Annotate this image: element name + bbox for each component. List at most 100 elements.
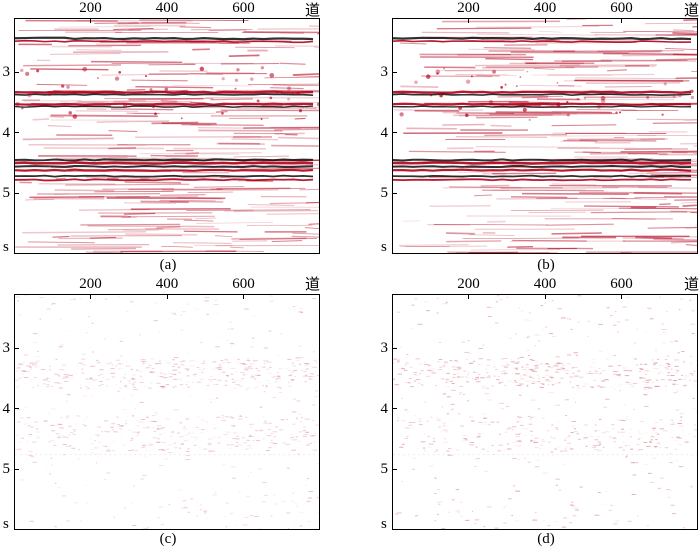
residual-noise <box>70 299 75 301</box>
residual-noise <box>123 377 126 379</box>
residual-noise <box>555 356 560 358</box>
residual-noise <box>87 326 90 328</box>
residual-noise <box>415 379 421 381</box>
residual-noise <box>81 358 86 360</box>
amplitude-spot <box>234 87 237 90</box>
residual-noise <box>46 377 49 379</box>
residual-noise <box>678 309 681 311</box>
residual-noise <box>457 510 461 512</box>
reflection-segment <box>181 124 264 126</box>
residual-noise <box>295 359 300 361</box>
reflection-segment <box>229 246 244 249</box>
residual-noise <box>217 367 222 369</box>
residual-noise <box>85 332 88 334</box>
residual-noise <box>647 472 652 474</box>
residual-noise <box>441 378 445 380</box>
reflection-segment <box>551 110 610 113</box>
residual-noise <box>510 361 515 363</box>
residual-noise <box>111 450 116 452</box>
residual-noise <box>514 381 518 383</box>
residual-noise <box>131 374 137 376</box>
residual-noise <box>682 527 685 529</box>
residual-noise <box>160 523 164 525</box>
residual-noise <box>671 437 673 439</box>
amplitude-spot <box>526 70 529 73</box>
residual-noise <box>478 421 483 423</box>
residual-noise <box>521 366 524 368</box>
residual-noise <box>638 438 640 440</box>
y-tick-label: 5 <box>2 185 11 202</box>
residual-noise <box>598 350 603 352</box>
reflection-segment <box>123 202 176 204</box>
residual-noise <box>434 493 437 494</box>
residual-noise <box>469 362 474 364</box>
residual-noise <box>87 387 90 389</box>
residual-noise <box>520 378 524 380</box>
residual-noise <box>639 377 642 379</box>
reflection-segment <box>239 167 319 170</box>
residual-noise <box>442 422 447 424</box>
residual-noise <box>594 370 598 372</box>
residual-noise <box>575 354 578 356</box>
residual-noise <box>634 342 636 344</box>
residual-noise <box>185 384 188 386</box>
residual-noise <box>196 309 199 311</box>
amplitude-spot <box>118 70 122 74</box>
residual-noise <box>403 367 405 369</box>
residual-noise <box>288 438 293 440</box>
residual-noise <box>258 430 263 432</box>
residual-noise <box>453 369 457 371</box>
residual-noise <box>598 323 604 325</box>
residual-noise <box>241 378 245 380</box>
reflection-segment <box>635 236 673 239</box>
residual-noise <box>522 427 528 429</box>
residual-noise <box>524 366 529 368</box>
residual-noise <box>436 489 440 491</box>
strong-reflector <box>393 105 692 108</box>
residual-noise <box>510 359 513 361</box>
residual-noise <box>33 362 38 364</box>
residual-noise <box>208 378 211 380</box>
residual-noise <box>481 386 486 388</box>
residual-noise <box>100 373 103 375</box>
residual-noise <box>516 421 520 423</box>
residual-noise <box>567 442 572 444</box>
residual-noise <box>519 394 522 396</box>
residual-noise <box>278 392 283 394</box>
residual-noise <box>268 330 272 332</box>
residual-noise <box>470 420 475 422</box>
residual-noise <box>253 387 256 389</box>
residual-noise <box>484 393 490 395</box>
reflection-segment <box>140 177 231 179</box>
residual-noise <box>161 441 166 443</box>
residual-noise <box>414 298 418 300</box>
reflection-segment <box>128 97 204 101</box>
reflection-segment <box>566 65 656 68</box>
residual-noise <box>120 425 125 427</box>
residual-noise <box>443 364 446 366</box>
residual-noise <box>528 368 533 370</box>
residual-noise <box>252 315 256 317</box>
residual-noise <box>501 358 503 360</box>
residual-noise <box>515 436 521 438</box>
residual-noise <box>235 379 239 381</box>
residual-noise <box>557 308 562 310</box>
residual-noise <box>555 427 558 429</box>
residual-noise <box>550 436 553 438</box>
residual-noise <box>445 379 449 381</box>
residual-noise <box>224 380 228 382</box>
residual-noise <box>488 375 491 377</box>
residual-noise <box>32 333 38 335</box>
residual-noise <box>503 507 506 509</box>
residual-noise <box>674 340 679 342</box>
amplitude-spot <box>180 117 183 120</box>
residual-noise <box>306 375 312 377</box>
residual-noise <box>449 419 451 421</box>
reflection-segment <box>272 84 319 87</box>
strong-reflector <box>15 36 314 41</box>
residual-noise <box>531 380 536 382</box>
residual-noise <box>223 434 228 436</box>
residual-noise <box>185 418 190 420</box>
x-tick-label: 200 <box>79 276 102 292</box>
residual-noise <box>259 406 263 408</box>
